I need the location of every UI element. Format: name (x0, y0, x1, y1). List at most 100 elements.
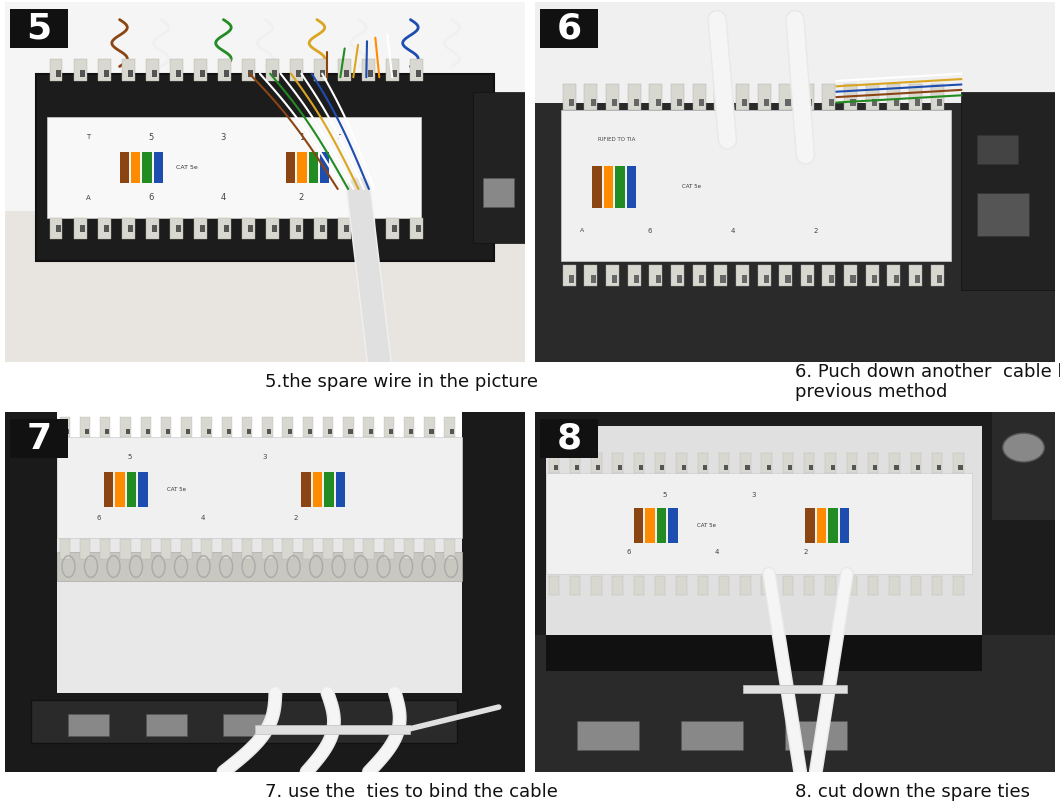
Bar (361, 59, 375, 81)
Bar (868, 575, 879, 596)
Bar (176, 70, 181, 77)
Bar (736, 85, 748, 110)
Text: T: T (336, 134, 340, 140)
Bar (852, 465, 856, 470)
Bar (894, 99, 899, 106)
Bar (73, 59, 87, 81)
Bar (655, 453, 666, 473)
Bar (392, 70, 398, 77)
Bar (145, 59, 159, 81)
Text: 4: 4 (730, 228, 735, 234)
Bar (535, 102, 1055, 362)
Bar (11, 419, 68, 458)
Text: 4: 4 (220, 193, 226, 202)
Bar (740, 453, 750, 473)
Bar (911, 453, 921, 473)
Bar (392, 225, 398, 232)
Bar (314, 59, 326, 81)
Bar (242, 417, 252, 437)
Bar (823, 265, 835, 286)
Text: 2: 2 (299, 193, 304, 202)
Text: CAT 5e: CAT 5e (167, 487, 187, 492)
Bar (344, 225, 349, 232)
Bar (639, 465, 643, 470)
Bar (807, 275, 812, 282)
Bar (32, 700, 457, 743)
Bar (338, 59, 351, 81)
Bar (764, 275, 768, 282)
Text: 4: 4 (714, 549, 720, 554)
Bar (282, 417, 293, 437)
Bar (597, 465, 600, 470)
Bar (105, 429, 109, 434)
Text: 8: 8 (556, 421, 582, 456)
Bar (267, 429, 271, 434)
Bar (677, 99, 683, 106)
Bar (384, 540, 394, 559)
Text: 5: 5 (662, 492, 668, 498)
Bar (740, 575, 750, 596)
Text: 7. use the  ties to bind the cable: 7. use the ties to bind the cable (265, 783, 558, 801)
Bar (343, 540, 354, 559)
Bar (546, 473, 972, 574)
Bar (655, 575, 666, 596)
Bar (161, 417, 172, 437)
Bar (613, 99, 618, 106)
Bar (692, 265, 706, 286)
Bar (868, 453, 879, 473)
Bar (56, 225, 60, 232)
Bar (784, 721, 847, 751)
Bar (553, 465, 558, 470)
Bar (57, 552, 462, 581)
Bar (176, 225, 181, 232)
Bar (541, 9, 598, 48)
Bar (682, 465, 686, 470)
Bar (100, 540, 110, 559)
Bar (937, 465, 941, 470)
Bar (742, 99, 747, 106)
Bar (953, 575, 964, 596)
Bar (181, 417, 192, 437)
Bar (262, 417, 272, 437)
Bar (660, 465, 665, 470)
Bar (5, 692, 525, 772)
Bar (329, 429, 332, 434)
Bar (866, 265, 879, 286)
Bar (224, 70, 229, 77)
Bar (866, 85, 879, 110)
Bar (154, 153, 163, 182)
Bar (909, 265, 922, 286)
Bar (618, 465, 622, 470)
Circle shape (1003, 433, 1044, 462)
Bar (170, 59, 182, 81)
Bar (266, 218, 279, 240)
Bar (915, 99, 920, 106)
Bar (606, 265, 619, 286)
Bar (850, 275, 855, 282)
Bar (121, 417, 130, 437)
Bar (386, 59, 399, 81)
Bar (417, 70, 421, 77)
Bar (844, 265, 858, 286)
Bar (677, 275, 683, 282)
Bar (222, 540, 232, 559)
Bar (719, 575, 729, 596)
Bar (817, 508, 826, 543)
Bar (887, 85, 900, 110)
Bar (80, 417, 90, 437)
Bar (671, 85, 684, 110)
Bar (248, 225, 253, 232)
Bar (201, 540, 212, 559)
Text: CAT 5e: CAT 5e (176, 165, 198, 169)
Bar (657, 508, 666, 543)
Bar (807, 99, 812, 106)
Bar (634, 99, 639, 106)
Bar (894, 275, 899, 282)
Bar (828, 508, 837, 543)
Bar (272, 70, 277, 77)
Bar (127, 472, 136, 508)
Bar (785, 99, 791, 106)
Bar (570, 575, 580, 596)
Bar (200, 70, 205, 77)
Bar (826, 453, 835, 473)
